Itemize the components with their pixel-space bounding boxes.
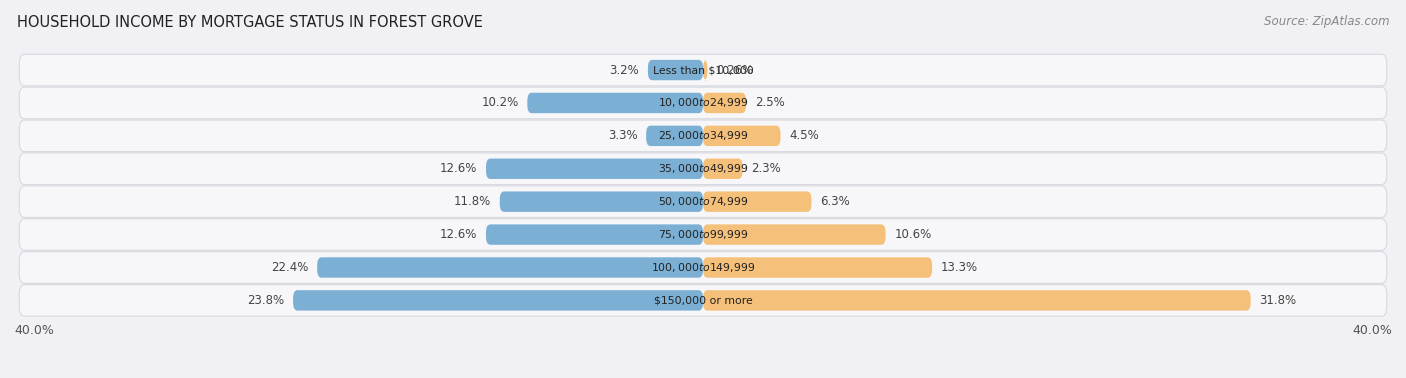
FancyBboxPatch shape [486,158,703,179]
FancyBboxPatch shape [703,125,780,146]
Text: 40.0%: 40.0% [14,324,53,337]
Text: 13.3%: 13.3% [941,261,977,274]
Text: 31.8%: 31.8% [1260,294,1296,307]
Text: 12.6%: 12.6% [440,162,478,175]
FancyBboxPatch shape [703,60,707,80]
Text: 2.5%: 2.5% [755,96,785,110]
Text: 22.4%: 22.4% [271,261,308,274]
Text: $35,000 to $49,999: $35,000 to $49,999 [658,162,748,175]
FancyBboxPatch shape [647,125,703,146]
Text: 3.2%: 3.2% [610,64,640,76]
Text: $100,000 to $149,999: $100,000 to $149,999 [651,261,755,274]
FancyBboxPatch shape [20,219,1386,250]
FancyBboxPatch shape [20,87,1386,119]
FancyBboxPatch shape [20,285,1386,316]
FancyBboxPatch shape [703,192,811,212]
Text: 10.6%: 10.6% [894,228,931,241]
FancyBboxPatch shape [703,290,1251,311]
Text: $25,000 to $34,999: $25,000 to $34,999 [658,129,748,143]
Text: Less than $10,000: Less than $10,000 [652,65,754,75]
FancyBboxPatch shape [499,192,703,212]
FancyBboxPatch shape [703,158,742,179]
Text: 2.3%: 2.3% [751,162,780,175]
Text: $150,000 or more: $150,000 or more [654,295,752,305]
FancyBboxPatch shape [20,252,1386,283]
FancyBboxPatch shape [20,120,1386,152]
Text: 0.26%: 0.26% [716,64,754,76]
FancyBboxPatch shape [703,225,886,245]
Text: $50,000 to $74,999: $50,000 to $74,999 [658,195,748,208]
Text: Source: ZipAtlas.com: Source: ZipAtlas.com [1264,15,1389,28]
Legend: Without Mortgage, With Mortgage: Without Mortgage, With Mortgage [551,373,855,378]
FancyBboxPatch shape [486,225,703,245]
FancyBboxPatch shape [527,93,703,113]
Text: 3.3%: 3.3% [607,129,637,143]
Text: 4.5%: 4.5% [789,129,818,143]
Text: 10.2%: 10.2% [481,96,519,110]
FancyBboxPatch shape [703,93,747,113]
FancyBboxPatch shape [20,153,1386,184]
Text: 12.6%: 12.6% [440,228,478,241]
Text: $10,000 to $24,999: $10,000 to $24,999 [658,96,748,110]
FancyBboxPatch shape [292,290,703,311]
Text: HOUSEHOLD INCOME BY MORTGAGE STATUS IN FOREST GROVE: HOUSEHOLD INCOME BY MORTGAGE STATUS IN F… [17,15,482,30]
FancyBboxPatch shape [20,186,1386,217]
FancyBboxPatch shape [318,257,703,278]
Text: 11.8%: 11.8% [454,195,491,208]
Text: 23.8%: 23.8% [247,294,284,307]
Text: 40.0%: 40.0% [1353,324,1392,337]
Text: 6.3%: 6.3% [820,195,849,208]
Text: $75,000 to $99,999: $75,000 to $99,999 [658,228,748,241]
FancyBboxPatch shape [703,257,932,278]
FancyBboxPatch shape [20,54,1386,86]
FancyBboxPatch shape [648,60,703,80]
